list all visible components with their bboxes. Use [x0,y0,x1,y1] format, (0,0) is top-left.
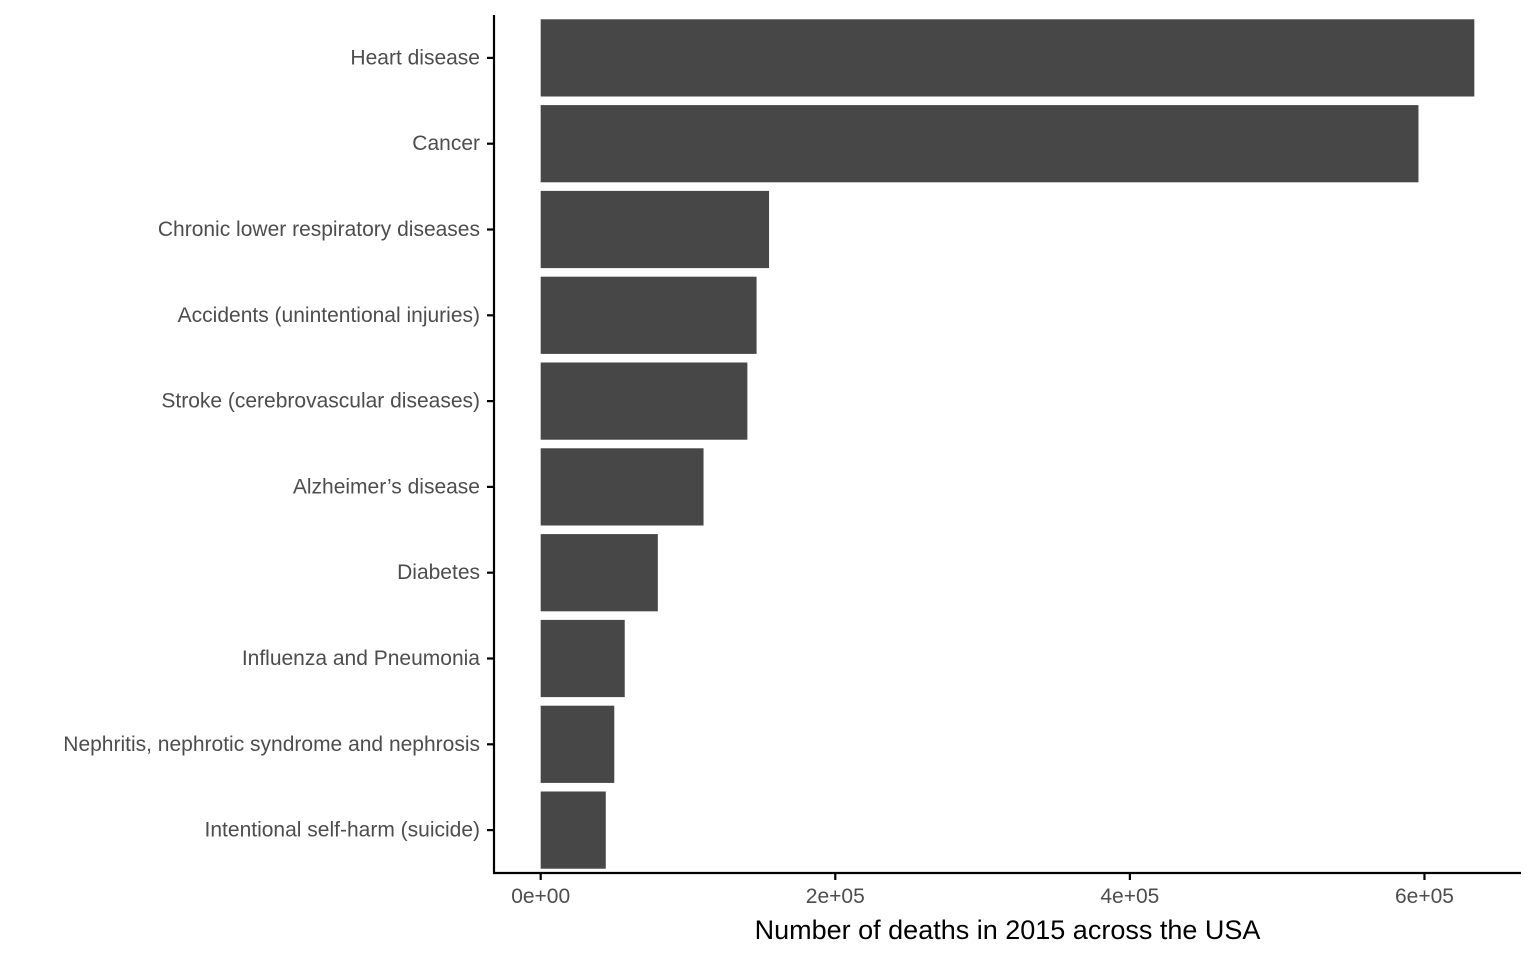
category-label: Cancer [412,132,480,155]
bar-9 [540,705,615,783]
bar-7 [540,534,658,612]
x-tick-label: 4e+05 [1100,885,1159,908]
x-tick-labels: 0e+00 2e+05 4e+05 6e+05 [511,873,1454,908]
category-labels: Heart disease Cancer Chronic lower respira… [63,46,494,842]
category-label: Stroke (cerebrovascular diseases) [161,390,480,413]
category-label: Accidents (unintentional injuries) [178,304,480,327]
bar-4 [540,276,757,354]
bar-6 [540,448,704,526]
bar-2 [540,105,1419,183]
x-axis-title: Number of deaths in 2015 across the USA [755,915,1261,945]
bar-1 [540,19,1475,97]
bar-5 [540,362,748,440]
category-label: Diabetes [397,561,480,584]
category-label: Influenza and Pneumonia [242,647,480,670]
bar-10 [540,791,606,869]
category-label: Nephritis, nephrotic syndrome and nephro… [63,733,480,756]
x-tick-label: 0e+00 [511,885,570,908]
bar-3 [540,190,770,269]
bars-group [540,19,1475,869]
category-label: Chronic lower respiratory diseases [158,218,480,241]
category-label: Alzheimer’s disease [293,475,480,498]
x-tick-label: 6e+05 [1395,885,1454,908]
category-label: Heart disease [350,46,480,69]
category-label: Intentional self-harm (suicide) [205,819,480,842]
bar-8 [540,619,625,698]
x-tick-label: 2e+05 [806,885,865,908]
